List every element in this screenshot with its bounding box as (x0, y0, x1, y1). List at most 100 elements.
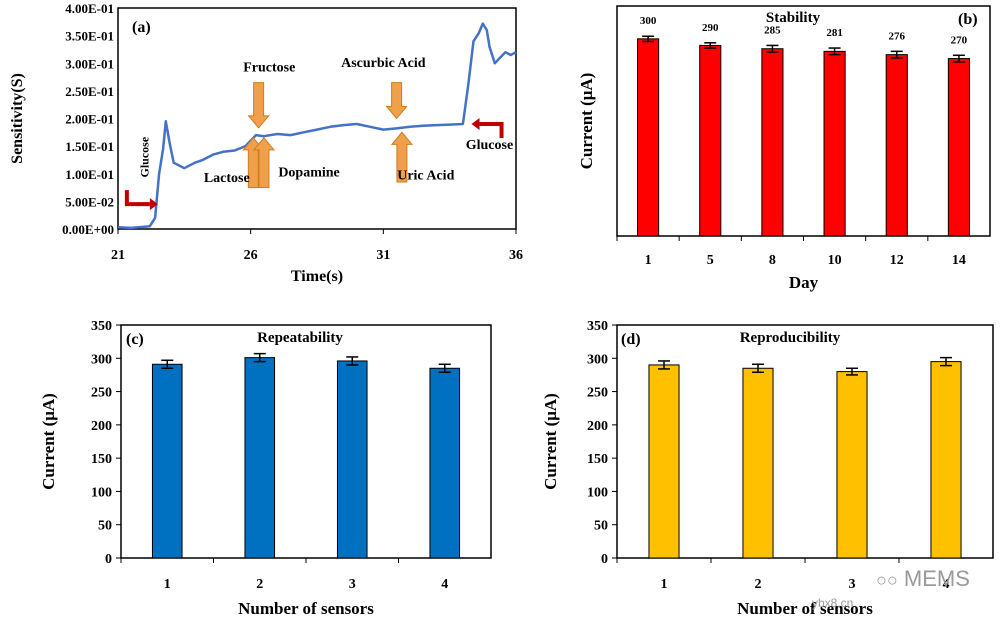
marker-arrow (385, 82, 408, 120)
x-tick-label: 10 (828, 253, 842, 268)
y-tick-label: 3.00E-01 (65, 56, 114, 71)
x-tick-label: 3 (849, 577, 856, 592)
y-tick-label: 50 (594, 519, 608, 534)
data-label: 281 (826, 27, 843, 39)
y-tick-label: 150 (587, 452, 608, 467)
annotation: Glucose (138, 136, 152, 177)
wechat-icon: ○○ (876, 570, 898, 590)
panel-label: (d) (621, 331, 641, 348)
data-label: 285 (764, 24, 781, 36)
x-tick-label: 1 (164, 577, 171, 592)
panel-label: (b) (958, 11, 978, 28)
data-label: 276 (889, 30, 906, 42)
y-tick-label: 300 (587, 352, 608, 367)
annotation: Uric Acid (397, 168, 454, 183)
y-tick-label: 1.50E-01 (65, 139, 114, 154)
y-tick-label: 350 (587, 319, 608, 334)
y-tick-label: 100 (587, 485, 608, 500)
glucose-arrow-1 (124, 190, 150, 207)
x-tick-label: 12 (890, 253, 904, 268)
y-tick-label: 300 (91, 352, 112, 367)
y-axis-label: Current (μA) (577, 73, 596, 170)
bar (637, 38, 660, 237)
x-tick-label: 3 (349, 577, 356, 592)
bar (930, 361, 962, 559)
plot-frame (616, 5, 991, 237)
panel-label: (a) (132, 19, 151, 36)
x-tick-label: 21 (111, 248, 125, 263)
x-axis-label: Number of sensors (737, 599, 873, 618)
watermark-site: ybx8.cn (812, 596, 854, 610)
y-axis-label: Current (μA) (541, 393, 560, 490)
marker-arrow (390, 131, 413, 183)
x-tick-label: 2 (755, 577, 762, 592)
annotation: Dopamine (278, 166, 339, 181)
y-tick-label: 250 (91, 386, 112, 401)
bar (151, 363, 183, 559)
annotation: Lactose (204, 171, 250, 186)
bar (336, 360, 368, 559)
y-tick-label: 50 (98, 519, 112, 534)
glucose-arrow-2 (479, 122, 504, 139)
x-tick-label: 1 (645, 253, 652, 268)
x-axis-label: Time(s) (291, 268, 343, 285)
marker-arrow (247, 82, 270, 129)
bar (761, 48, 784, 237)
y-tick-label: 0 (601, 552, 608, 567)
y-axis-label: Current (μA) (39, 393, 58, 490)
x-tick-label: 4 (441, 577, 448, 592)
y-tick-label: 350 (91, 319, 112, 334)
x-tick-label: 14 (952, 253, 966, 268)
y-tick-label: 5.00E-02 (65, 194, 114, 209)
panel-label: (c) (126, 331, 144, 348)
y-tick-label: 100 (91, 485, 112, 500)
watermark-brand: ○○ MEMS (876, 566, 970, 592)
y-tick-label: 0.00E+00 (62, 222, 114, 237)
bar (699, 44, 722, 237)
data-label: 290 (702, 22, 719, 34)
annotation: Ascurbic Acid (341, 56, 426, 71)
data-label: 270 (951, 34, 968, 46)
x-tick-label: 4 (943, 577, 950, 592)
data-label: 300 (640, 15, 657, 27)
chart-title: Stability (766, 10, 821, 26)
watermark-brand-text: MEMS (903, 566, 970, 591)
x-tick-label: 31 (376, 248, 390, 263)
plot-frame (117, 7, 517, 230)
y-tick-label: 0 (105, 552, 112, 567)
bar (742, 367, 774, 559)
y-tick-label: 3.50E-01 (65, 29, 114, 44)
x-tick-label: 1 (661, 577, 668, 592)
bar (885, 54, 908, 237)
bar (823, 50, 846, 237)
x-tick-label: 5 (707, 253, 714, 268)
annotation: Glucose (466, 138, 513, 153)
y-tick-label: 1.00E-01 (65, 167, 114, 182)
bar (836, 371, 868, 559)
x-tick-label: 2 (256, 577, 263, 592)
series-line (117, 22, 517, 230)
bar (244, 357, 276, 559)
annotation: Fructose (243, 61, 295, 76)
bar (429, 367, 461, 559)
chart-title: Reproducibility (740, 330, 841, 346)
glucose-arrowhead-2 (471, 118, 480, 131)
y-tick-label: 250 (587, 386, 608, 401)
x-tick-label: 26 (244, 248, 258, 263)
x-tick-label: 36 (509, 248, 523, 263)
bar (947, 58, 970, 237)
bar (648, 364, 680, 559)
y-axis-label: Sensitivity(S) (9, 73, 26, 164)
x-axis-label: Day (789, 273, 819, 292)
y-tick-label: 2.00E-01 (65, 112, 114, 127)
glucose-arrowhead-1 (149, 198, 158, 211)
x-axis-label: Number of sensors (238, 599, 374, 618)
y-tick-label: 200 (587, 419, 608, 434)
chart-title: Repeatability (257, 330, 343, 346)
x-tick-label: 8 (769, 253, 776, 268)
y-tick-label: 2.50E-01 (65, 84, 114, 99)
y-tick-label: 150 (91, 452, 112, 467)
y-tick-label: 200 (91, 419, 112, 434)
y-tick-label: 4.00E-01 (65, 1, 114, 16)
